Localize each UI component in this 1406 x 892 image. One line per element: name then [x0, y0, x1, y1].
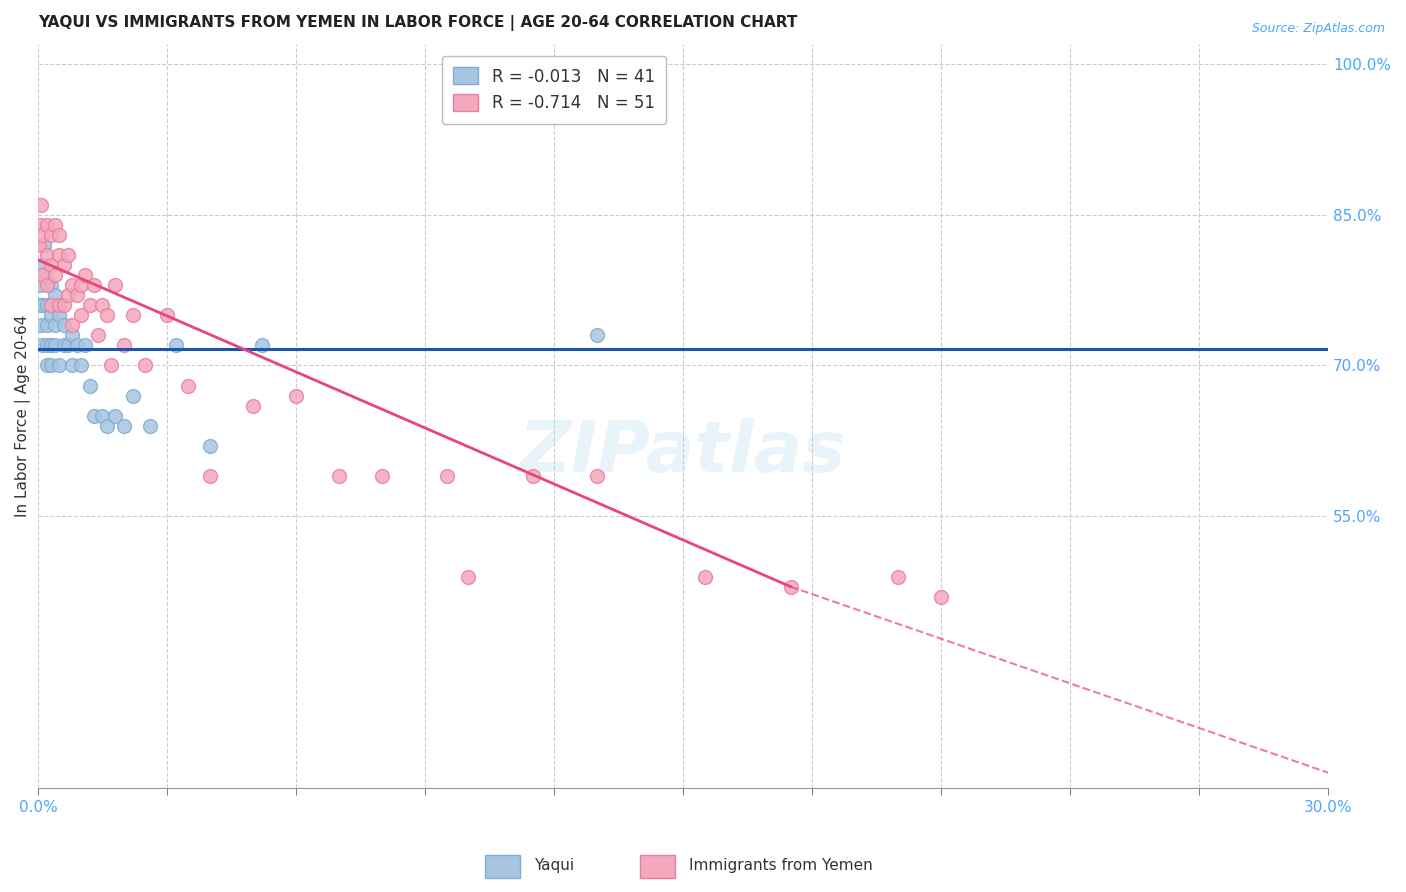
Point [44, 338, 66, 352]
Point [66, 338, 89, 352]
Point [66, 288, 89, 302]
Point [165, 338, 187, 352]
Point [60, 318, 83, 333]
Point [112, 338, 135, 352]
Point [70, 308, 93, 322]
Point [198, 439, 221, 453]
Point [75, 338, 97, 352]
Point [44, 288, 66, 302]
Point [457, 569, 479, 583]
Point [35, 277, 58, 292]
Point [60, 328, 83, 343]
Point [60, 359, 83, 373]
Point [39, 277, 62, 292]
Point [48, 308, 70, 322]
Point [39, 227, 62, 242]
Point [34, 237, 56, 252]
Point [75, 268, 97, 282]
Point [250, 338, 273, 352]
Point [91, 298, 114, 312]
Point [134, 359, 156, 373]
Point [121, 388, 143, 402]
Point [31, 268, 53, 282]
Point [887, 569, 910, 583]
Point [52, 298, 75, 312]
Point [177, 378, 200, 392]
Point [30, 298, 52, 312]
Point [100, 359, 122, 373]
Point [35, 338, 58, 352]
Point [56, 338, 79, 352]
Point [156, 308, 179, 322]
Point [48, 298, 70, 312]
Y-axis label: In Labor Force | Age 20-64: In Labor Force | Age 20-64 [15, 315, 31, 516]
Point [56, 248, 79, 262]
Point [83, 277, 105, 292]
Point [242, 399, 264, 413]
Point [83, 409, 105, 423]
Point [929, 590, 952, 604]
Point [79, 378, 101, 392]
Point [121, 308, 143, 322]
Point [522, 469, 544, 483]
Point [198, 469, 221, 483]
Point [35, 248, 58, 262]
Point [586, 469, 609, 483]
Point [779, 580, 801, 594]
Point [586, 328, 609, 343]
Point [30, 218, 52, 232]
Point [44, 318, 66, 333]
Point [91, 409, 114, 423]
Point [30, 197, 52, 211]
Point [52, 318, 75, 333]
Text: Source: ZipAtlas.com: Source: ZipAtlas.com [1251, 22, 1385, 36]
Point [39, 258, 62, 272]
Legend: R = -0.013   N = 41, R = -0.714   N = 51: R = -0.013 N = 41, R = -0.714 N = 51 [441, 55, 666, 124]
Point [48, 359, 70, 373]
Point [31, 338, 53, 352]
Point [30, 318, 52, 333]
Point [285, 388, 308, 402]
Point [34, 268, 56, 282]
Point [35, 218, 58, 232]
Point [35, 318, 58, 333]
Point [328, 469, 350, 483]
Point [35, 298, 58, 312]
Point [44, 218, 66, 232]
Point [87, 328, 110, 343]
Point [52, 258, 75, 272]
Text: Yaqui: Yaqui [534, 858, 575, 872]
Point [44, 268, 66, 282]
Text: ZIPatlas: ZIPatlas [519, 418, 846, 487]
Point [39, 298, 62, 312]
Point [30, 277, 52, 292]
Point [112, 418, 135, 433]
Point [371, 469, 394, 483]
Point [104, 409, 127, 423]
Point [60, 277, 83, 292]
Text: YAQUI VS IMMIGRANTS FROM YEMEN IN LABOR FORCE | AGE 20-64 CORRELATION CHART: YAQUI VS IMMIGRANTS FROM YEMEN IN LABOR … [38, 15, 797, 31]
Point [79, 298, 101, 312]
Point [48, 227, 70, 242]
Point [104, 277, 127, 292]
Point [28, 237, 51, 252]
Point [39, 338, 62, 352]
Point [35, 359, 58, 373]
Text: Immigrants from Yemen: Immigrants from Yemen [689, 858, 873, 872]
Point [52, 338, 75, 352]
Point [70, 359, 93, 373]
Point [48, 248, 70, 262]
Point [39, 308, 62, 322]
Point [31, 227, 53, 242]
Point [436, 469, 458, 483]
Point [39, 359, 62, 373]
Point [96, 308, 118, 322]
Point [31, 298, 53, 312]
Point [693, 569, 716, 583]
Point [139, 418, 162, 433]
Point [56, 288, 79, 302]
Point [70, 277, 93, 292]
Point [31, 258, 53, 272]
Point [96, 418, 118, 433]
